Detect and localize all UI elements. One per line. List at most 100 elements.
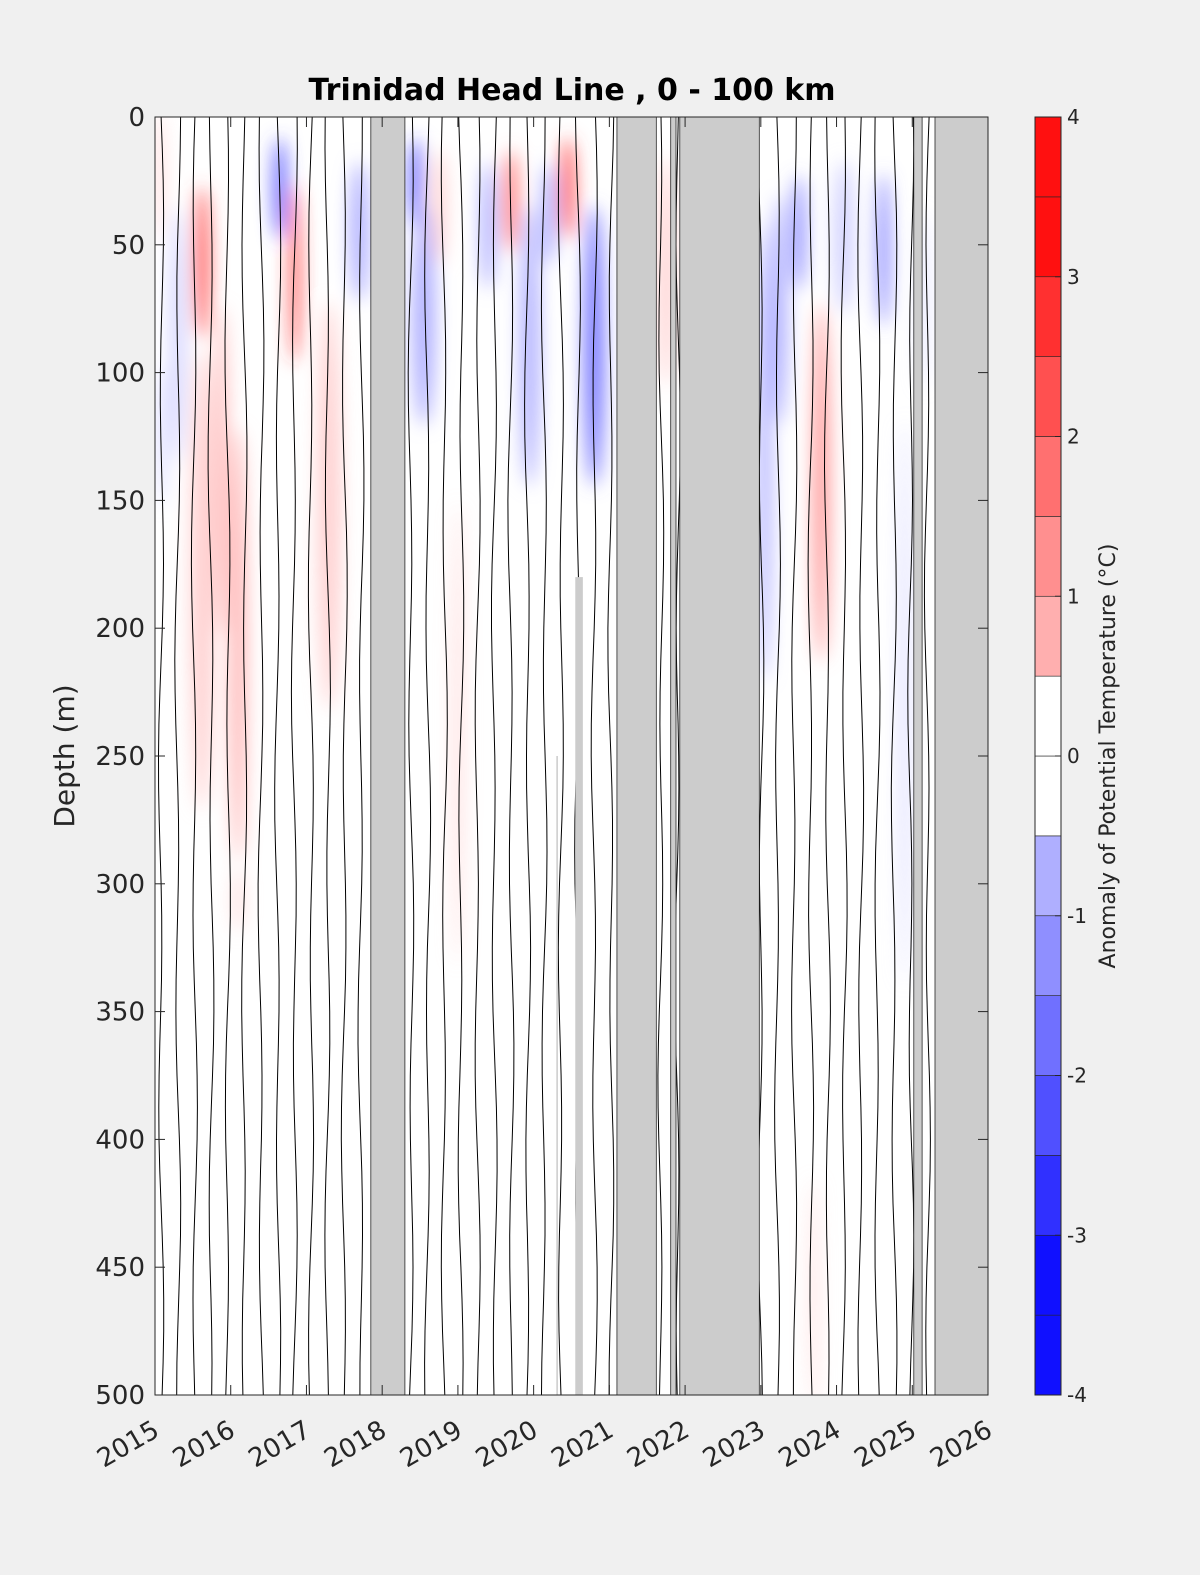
zero-contour [607, 117, 615, 1395]
y-tick-label: 450 [95, 1253, 145, 1283]
y-tick-label: 100 [95, 359, 145, 389]
colorbar-tick-label: -4 [1067, 1383, 1087, 1407]
anomaly-blob [813, 303, 829, 662]
y-tick-label: 0 [128, 103, 145, 133]
y-tick-label: 350 [95, 998, 145, 1028]
x-tick-label: 2016 [168, 1415, 240, 1474]
y-tick-label: 50 [112, 231, 145, 261]
x-tick-label: 2025 [849, 1415, 921, 1474]
zero-contour [524, 117, 532, 1395]
anomaly-blob [661, 156, 671, 387]
y-tick-label: 500 [95, 1381, 145, 1411]
colorbar-bin [1034, 516, 1062, 597]
colorbar-tick-label: 0 [1067, 744, 1080, 768]
colorbar-tick-label: 4 [1067, 105, 1080, 129]
anomaly-blob [234, 867, 243, 932]
colorbar-tick-label: -2 [1067, 1064, 1087, 1088]
zero-contour [224, 117, 231, 1395]
anomaly-blob [190, 349, 214, 810]
anomaly-blob [432, 149, 446, 265]
colorbar-bin [1034, 436, 1062, 517]
anomaly-blob [349, 161, 369, 302]
x-tick-label: 2026 [925, 1415, 997, 1474]
zero-contour [357, 117, 365, 1395]
colorbar-bin [1034, 276, 1062, 357]
anomaly-blob [793, 175, 804, 291]
anomaly-blob [810, 1179, 817, 1395]
anomaly-blob [290, 184, 300, 364]
zero-contours [157, 117, 931, 1395]
y-axis: 0 50 100 150 200 250 300 350 400 450 500 [95, 103, 988, 1411]
colorbar-bin [1034, 1155, 1062, 1236]
zero-contour [774, 117, 781, 1395]
x-tick-label: 2020 [471, 1415, 543, 1474]
zero-contour [241, 117, 248, 1395]
no-data-band [616, 117, 657, 1395]
no-data-bands [370, 117, 988, 1395]
anomaly-blob [230, 427, 246, 863]
anomaly-blob [900, 421, 909, 984]
colorbar-bin [1034, 196, 1062, 278]
x-tick-label: 2019 [395, 1415, 467, 1474]
anomaly-blob [412, 208, 436, 426]
colorbar-bin [1034, 595, 1062, 677]
anomaly-blob [195, 186, 209, 340]
zero-contour [823, 117, 831, 1395]
colorbar-tick-label: -3 [1067, 1223, 1087, 1247]
zero-contour [207, 117, 215, 1395]
zero-contour [424, 117, 432, 1395]
x-tick-label: 2017 [244, 1415, 316, 1474]
zero-contour [890, 117, 898, 1395]
colorbar-label: Anomaly of Potential Temperature (°C) [1096, 544, 1121, 969]
x-tick-label: 2023 [698, 1415, 770, 1474]
colorbar: -4 -3 -2 -1 0 1 2 3 4 [1034, 105, 1087, 1407]
no-data-band [575, 577, 583, 1395]
anomaly-blob [541, 163, 557, 266]
colorbar-bin [1034, 755, 1062, 837]
colorbar-tick-label: 2 [1067, 425, 1080, 449]
zero-contour [923, 117, 931, 1395]
anomaly-blob [878, 173, 889, 327]
y-tick-label: 250 [95, 742, 145, 772]
y-tick-label: 300 [95, 870, 145, 900]
zero-contour [507, 117, 515, 1395]
x-tick-label: 2015 [92, 1415, 164, 1474]
y-axis-label: Depth (m) [48, 684, 81, 827]
y-tick-label: 400 [95, 1125, 145, 1155]
colorbar-bin [1034, 116, 1062, 198]
zero-contour [540, 117, 548, 1395]
colorbar-bin [1034, 915, 1062, 996]
colorbar-bin [1034, 1314, 1062, 1396]
no-data-band [670, 117, 677, 1395]
no-data-band [679, 117, 760, 1395]
zero-contour [807, 117, 815, 1395]
x-tick-label: 2024 [774, 1415, 846, 1474]
zero-contour [190, 117, 198, 1395]
colorbar-bin [1034, 995, 1062, 1076]
colorbar-bin [1034, 1234, 1062, 1316]
zero-contour [840, 117, 848, 1395]
anomaly-blob [560, 137, 575, 240]
zero-contour [407, 117, 415, 1395]
zero-contour [174, 117, 182, 1395]
no-data-band [913, 117, 923, 1395]
zero-contour [307, 117, 315, 1395]
zero-contour [673, 117, 682, 1395]
colorbar-tick-label: -1 [1067, 904, 1087, 928]
x-tick-label: 2021 [547, 1415, 619, 1474]
y-tick-label: 150 [95, 486, 145, 516]
colorbar-tick-label: 1 [1067, 584, 1080, 608]
zero-contour [440, 117, 448, 1395]
zero-contour [857, 117, 865, 1395]
anomaly-blob [772, 194, 788, 425]
zero-contour [457, 117, 465, 1395]
anomaly-blob [454, 502, 462, 964]
zero-contour [290, 117, 298, 1395]
anomaly-field [155, 117, 927, 1395]
zero-contour [274, 117, 282, 1395]
no-data-band [556, 756, 558, 1395]
chart-title: Trinidad Head Line , 0 - 100 km [308, 73, 835, 108]
zero-contour [491, 117, 498, 1395]
